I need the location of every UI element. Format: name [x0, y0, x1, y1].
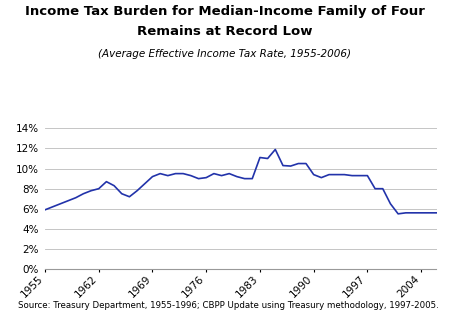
Text: Source: Treasury Department, 1955-1996; CBPP Update using Treasury methodology, : Source: Treasury Department, 1955-1996; … [18, 301, 439, 310]
Text: (Average Effective Income Tax Rate, 1955-2006): (Average Effective Income Tax Rate, 1955… [99, 49, 351, 59]
Text: Income Tax Burden for Median-Income Family of Four: Income Tax Burden for Median-Income Fami… [25, 5, 425, 18]
Text: Remains at Record Low: Remains at Record Low [137, 25, 313, 38]
